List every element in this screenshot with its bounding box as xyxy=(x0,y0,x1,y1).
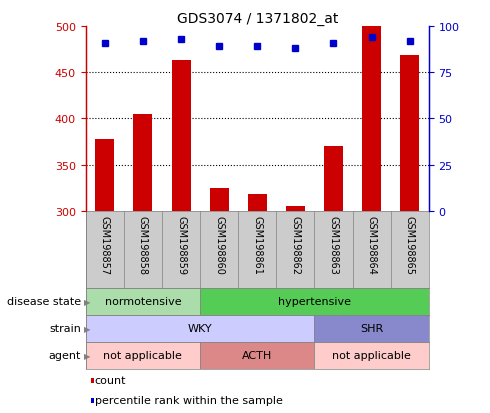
Text: SHR: SHR xyxy=(360,323,383,333)
Text: hypertensive: hypertensive xyxy=(278,297,351,306)
Text: WKY: WKY xyxy=(188,323,212,333)
Bar xyxy=(286,206,305,211)
Bar xyxy=(200,288,429,315)
Text: GSM198859: GSM198859 xyxy=(176,215,186,274)
Text: normotensive: normotensive xyxy=(104,297,181,306)
Bar xyxy=(210,188,229,211)
Bar xyxy=(86,342,200,369)
Text: ▶: ▶ xyxy=(84,351,91,360)
Text: count: count xyxy=(95,375,126,385)
Bar xyxy=(133,114,152,211)
Bar xyxy=(172,61,191,211)
Bar xyxy=(400,56,419,211)
Text: agent: agent xyxy=(49,350,81,360)
Text: GSM198857: GSM198857 xyxy=(100,215,110,274)
Text: not applicable: not applicable xyxy=(332,350,411,360)
Bar xyxy=(95,139,114,211)
Text: GSM198863: GSM198863 xyxy=(328,215,339,274)
Text: strain: strain xyxy=(49,323,81,333)
Text: percentile rank within the sample: percentile rank within the sample xyxy=(95,395,283,406)
Bar xyxy=(324,147,343,211)
Text: ▶: ▶ xyxy=(84,324,91,333)
Text: not applicable: not applicable xyxy=(103,350,182,360)
Text: GSM198865: GSM198865 xyxy=(405,215,415,274)
Text: GSM198861: GSM198861 xyxy=(252,215,262,274)
Text: GSM198860: GSM198860 xyxy=(214,215,224,274)
Text: ACTH: ACTH xyxy=(242,350,272,360)
Bar xyxy=(315,342,429,369)
Text: disease state: disease state xyxy=(7,297,81,306)
Bar xyxy=(315,315,429,342)
Bar xyxy=(362,27,381,211)
Bar xyxy=(248,195,267,211)
Title: GDS3074 / 1371802_at: GDS3074 / 1371802_at xyxy=(176,12,338,26)
Bar xyxy=(86,315,315,342)
Text: GSM198862: GSM198862 xyxy=(291,215,300,274)
Bar xyxy=(86,288,200,315)
Bar xyxy=(200,342,315,369)
Text: GSM198864: GSM198864 xyxy=(367,215,377,274)
Text: GSM198858: GSM198858 xyxy=(138,215,148,274)
Text: ▶: ▶ xyxy=(84,297,91,306)
